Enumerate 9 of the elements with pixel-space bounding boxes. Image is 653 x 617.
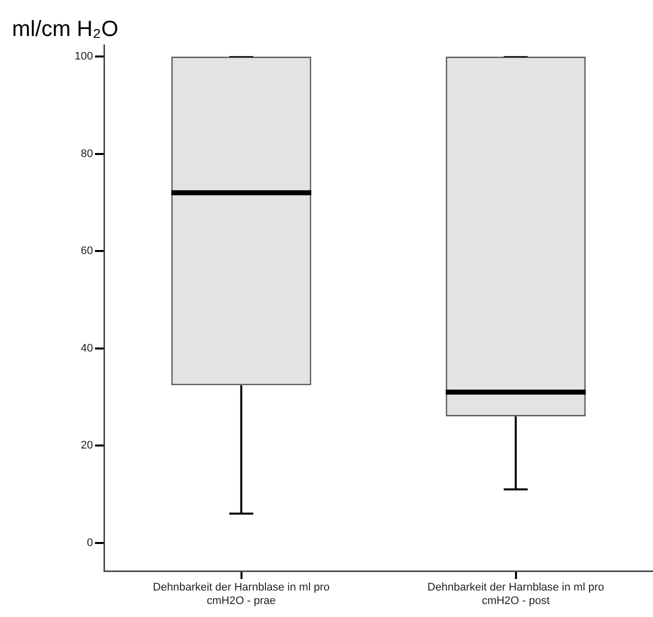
y-tick-label: 100 [74,50,93,63]
y-axis-title: ml/cm H₂O [12,16,118,41]
y-tick-label: 20 [80,440,93,452]
x-tick-label: Dehnbarkeit der Harnblase in ml pro cmH2O - prae [152,582,330,607]
x-tick-label: Dehnbarkeit der Harnblase in ml pro cmH2O - post [427,582,604,607]
y-tick-label: 80 [80,148,93,160]
y-tick-label: 40 [80,342,93,354]
y-tick-label: 0 [86,536,93,549]
y-tick-label: 60 [80,245,93,258]
